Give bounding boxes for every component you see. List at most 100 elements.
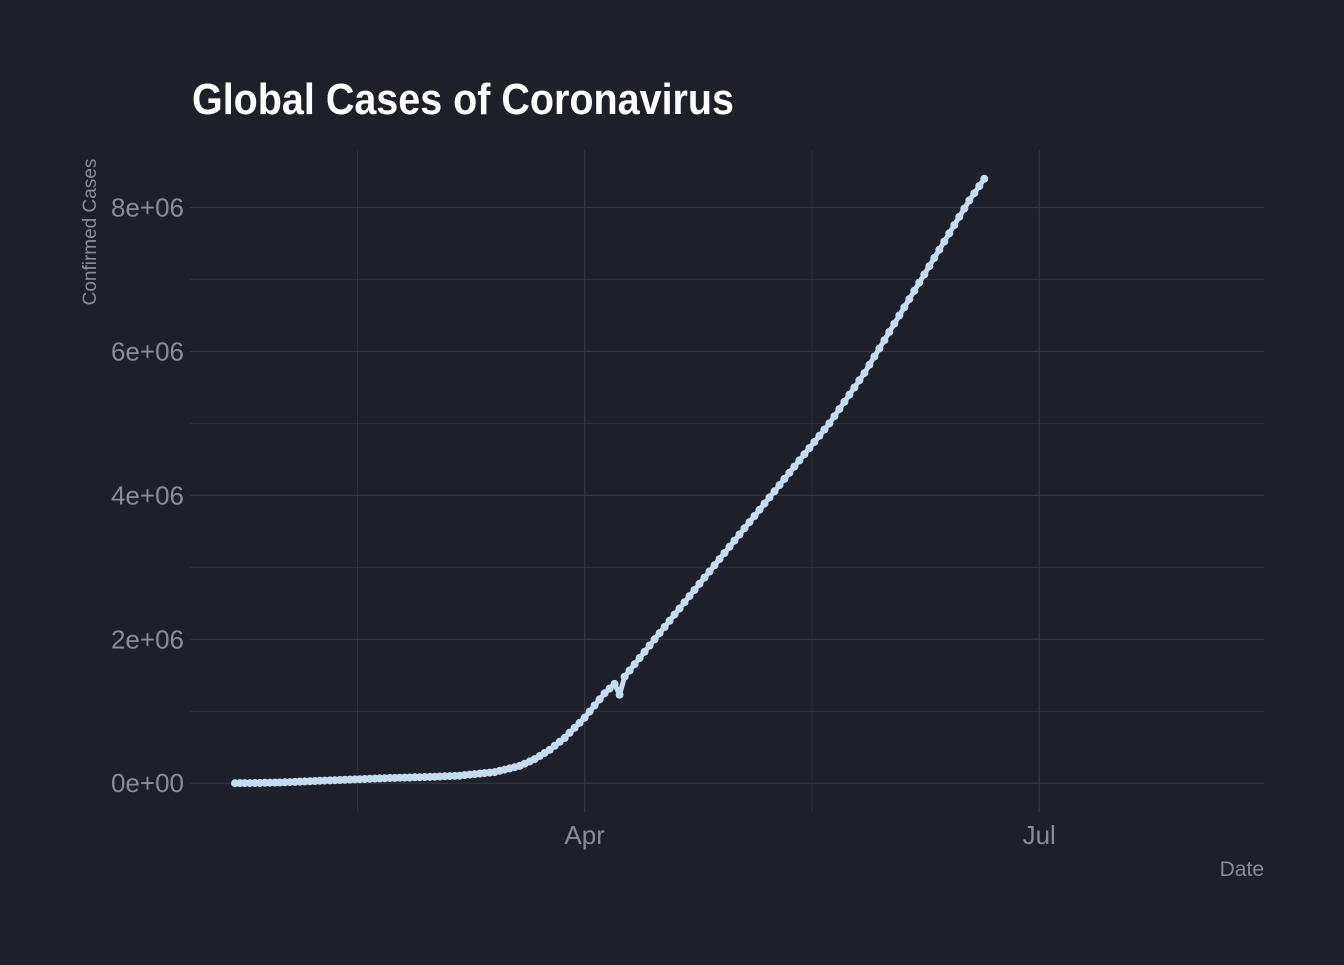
y-tick-label: 2e+06 bbox=[111, 624, 184, 654]
data-point bbox=[625, 666, 634, 675]
data-point bbox=[600, 689, 609, 698]
data-point bbox=[915, 278, 924, 287]
data-point bbox=[850, 383, 859, 392]
data-point bbox=[720, 549, 729, 557]
data-point bbox=[865, 360, 874, 369]
data-point bbox=[770, 487, 779, 496]
y-tick-label: 0e+00 bbox=[111, 768, 184, 798]
data-point bbox=[560, 733, 569, 742]
data-point bbox=[950, 221, 959, 229]
data-point bbox=[925, 262, 934, 271]
y-tick-label: 8e+06 bbox=[111, 193, 184, 223]
data-point bbox=[620, 672, 629, 681]
data-point bbox=[765, 493, 774, 502]
data-point bbox=[820, 425, 829, 434]
data-point bbox=[875, 344, 884, 353]
data-point bbox=[615, 690, 624, 699]
data-point bbox=[780, 474, 789, 483]
data-point bbox=[955, 212, 964, 221]
minor-gridlines bbox=[190, 150, 1264, 812]
data-point bbox=[885, 327, 894, 336]
data-point bbox=[930, 253, 939, 262]
data-point bbox=[680, 598, 689, 607]
data-point bbox=[705, 567, 714, 576]
data-point bbox=[975, 182, 984, 190]
data-point bbox=[910, 286, 919, 295]
data-point bbox=[860, 369, 869, 378]
data-point bbox=[745, 518, 754, 527]
data-point bbox=[665, 616, 674, 625]
data-point bbox=[970, 189, 979, 198]
data-point bbox=[565, 728, 574, 737]
y-axis-tick-labels: 0e+00 2e+06 4e+06 6e+06 8e+06 bbox=[111, 193, 184, 799]
x-tick-label: Jul bbox=[1023, 820, 1056, 850]
y-tick-label: 6e+06 bbox=[111, 336, 184, 366]
chart-title: Global Cases of Coronavirus bbox=[192, 75, 734, 124]
data-point bbox=[750, 512, 759, 520]
data-point bbox=[595, 695, 604, 704]
x-axis-tick-labels: Apr Jul bbox=[564, 820, 1055, 850]
data-point bbox=[785, 468, 794, 477]
data-point bbox=[890, 319, 899, 328]
data-point bbox=[670, 610, 679, 619]
series-layer bbox=[231, 174, 989, 788]
data-point bbox=[590, 701, 599, 710]
data-point bbox=[645, 641, 654, 650]
data-point bbox=[920, 270, 929, 279]
data-point bbox=[700, 573, 709, 582]
data-point bbox=[635, 654, 644, 662]
data-point bbox=[570, 723, 579, 732]
data-point bbox=[580, 713, 589, 722]
data-point bbox=[695, 579, 704, 588]
data-point bbox=[725, 542, 734, 551]
data-point bbox=[660, 623, 669, 631]
data-point bbox=[585, 707, 594, 716]
data-point bbox=[905, 295, 914, 304]
data-point bbox=[740, 524, 749, 533]
data-point bbox=[790, 462, 799, 471]
data-point bbox=[755, 505, 764, 514]
data-point bbox=[945, 229, 954, 238]
data-point bbox=[965, 196, 974, 205]
data-point bbox=[980, 174, 989, 183]
data-point bbox=[835, 405, 844, 413]
data-point bbox=[800, 450, 809, 459]
data-point bbox=[830, 412, 839, 421]
data-point bbox=[650, 635, 659, 644]
data-point bbox=[685, 592, 694, 601]
data-point bbox=[880, 336, 889, 345]
y-tick-label: 4e+06 bbox=[111, 480, 184, 510]
data-point bbox=[845, 390, 854, 399]
data-point bbox=[655, 629, 664, 638]
data-point bbox=[605, 684, 614, 693]
major-gridlines bbox=[190, 150, 1264, 812]
data-point bbox=[960, 204, 969, 213]
data-point bbox=[825, 419, 834, 428]
data-point bbox=[935, 245, 944, 254]
data-point bbox=[640, 647, 649, 656]
data-point bbox=[810, 437, 819, 446]
data-point bbox=[610, 679, 619, 688]
data-point bbox=[805, 444, 814, 453]
data-point bbox=[815, 431, 824, 440]
data-point bbox=[630, 660, 639, 669]
data-point bbox=[690, 586, 699, 594]
x-tick-label: Apr bbox=[564, 820, 605, 850]
data-point bbox=[840, 397, 849, 406]
data-point bbox=[870, 352, 879, 361]
data-point bbox=[900, 303, 909, 312]
data-point bbox=[730, 536, 739, 545]
data-point bbox=[795, 456, 804, 465]
y-axis-label: Confirmed Cases bbox=[80, 159, 101, 306]
data-point bbox=[575, 718, 584, 727]
data-point bbox=[760, 499, 769, 508]
data-point bbox=[895, 311, 904, 320]
data-point bbox=[735, 530, 744, 539]
data-point bbox=[855, 376, 864, 385]
data-point bbox=[715, 555, 724, 564]
x-axis-label: Date bbox=[1220, 858, 1264, 881]
data-point bbox=[710, 561, 719, 570]
data-point bbox=[675, 604, 684, 613]
data-point bbox=[775, 481, 784, 490]
